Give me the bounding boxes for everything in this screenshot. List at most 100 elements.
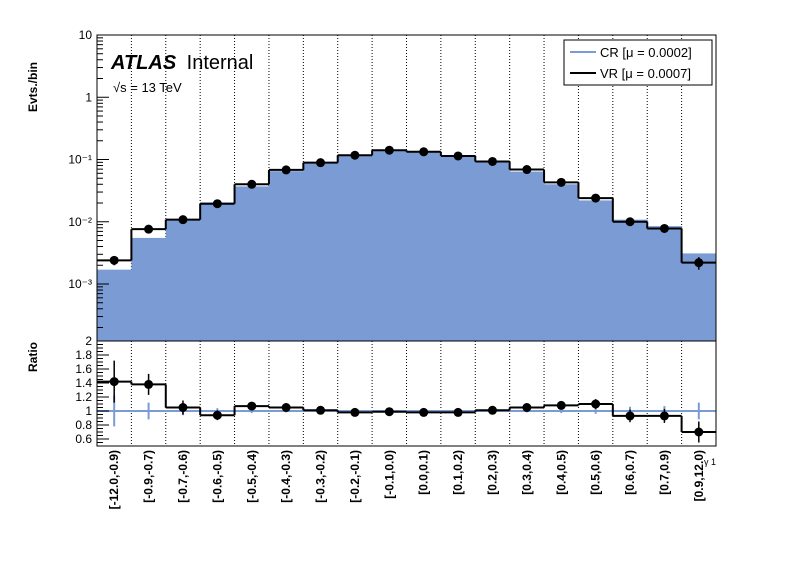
y-tick-label: 10⁻³: [68, 277, 92, 291]
energy-label: √s = 13 TeV: [113, 80, 182, 95]
atlas-experiment: ATLAS: [110, 52, 177, 74]
vr-point: [556, 177, 566, 187]
atlas-status: Internal: [187, 52, 254, 74]
vr-point: [212, 199, 222, 209]
x-axis-title: γ 1: [704, 457, 716, 467]
vr-point: [522, 165, 532, 175]
cr-bar: [200, 202, 236, 341]
ratio-tick-label: 0.6: [75, 432, 92, 446]
cr-bar: [406, 151, 442, 341]
ratio-tick-label: 1.6: [75, 362, 92, 376]
vr-point: [144, 224, 154, 234]
x-category-label: [-0.7,-0.6): [176, 450, 190, 503]
cr-bar: [97, 269, 132, 341]
ratio-point: [144, 379, 154, 389]
ratio-tick-label: 2: [85, 334, 92, 348]
legend-box: [563, 39, 713, 86]
vr-point: [109, 255, 119, 265]
ratio-tick-label: 1.2: [75, 390, 92, 404]
ratio-point: [453, 407, 463, 417]
cr-bar: [440, 155, 476, 341]
lower-grid: [130, 341, 683, 446]
ratio-point: [109, 377, 119, 387]
ratio-point: [694, 427, 704, 437]
ratio-point: [591, 399, 601, 409]
cr-bar: [234, 186, 270, 341]
lower-y-axis: 0.60.811.21.41.61.82: [75, 334, 109, 447]
vr-point: [453, 151, 463, 161]
x-category-label: [0.0,0.1): [417, 450, 431, 495]
vr-point: [350, 150, 360, 160]
ratio-point: [281, 403, 291, 412]
cr-bar: [509, 171, 545, 341]
ratio-point: [212, 410, 222, 420]
cr-bar: [647, 226, 683, 341]
x-category-label: [0.5,0.6): [589, 450, 603, 495]
cr-bar: [303, 162, 339, 341]
ratio-tick-label: 1: [85, 404, 92, 418]
ratio-point: [659, 411, 669, 421]
vr-point: [625, 217, 635, 227]
ratio-point: [384, 407, 394, 417]
cr-bar: [544, 184, 579, 341]
vr-point: [316, 158, 326, 168]
x-category-label: [-0.5,-0.4): [245, 450, 259, 503]
ratio-point: [419, 407, 429, 417]
vr-point: [247, 179, 257, 189]
lower-y-title: Ratio: [26, 342, 40, 372]
x-category-label: [-0.1,0.0): [382, 450, 396, 499]
y-tick-label: 10: [79, 28, 93, 42]
vr-point: [178, 215, 188, 225]
legend-vr-label: VR [μ = 0.0007]: [600, 66, 691, 81]
ratio-point: [556, 400, 566, 410]
ratio-point: [350, 407, 360, 417]
ratio-plot: [97, 360, 716, 443]
legend: CR [μ = 0.0002] VR [μ = 0.0007]: [563, 39, 713, 86]
ratio-tick-label: 1.8: [75, 348, 92, 362]
ratio-point: [178, 403, 188, 412]
upper-y-axis: 10⁻³ 10⁻² 10⁻¹ 1 10: [68, 28, 109, 329]
vr-point: [419, 147, 429, 157]
x-category-label: [-0.6,-0.5): [210, 450, 224, 503]
x-category-label: [0.4,0.5): [554, 450, 568, 495]
upper-y-title: Evts./bin: [26, 62, 40, 112]
ratio-point: [522, 403, 532, 412]
y-tick-label: 10⁻¹: [68, 153, 92, 167]
ratio-point: [316, 405, 326, 415]
cr-bar: [475, 161, 511, 341]
x-category-label: [-0.2,-0.1): [348, 450, 362, 503]
x-category-label: [0.7,0.9): [657, 450, 671, 495]
vr-point: [591, 193, 601, 203]
cr-bar: [268, 171, 304, 341]
x-category-label: [-0.9,-0.7): [142, 450, 156, 503]
vr-point: [281, 165, 291, 175]
ratio-point: [625, 411, 635, 421]
cr-bar: [165, 220, 201, 341]
cr-bar: [612, 219, 648, 341]
ratio-tick-label: 1.4: [75, 376, 92, 390]
atlas-label: ATLAS Internal: [110, 52, 253, 74]
cr-bar: [372, 150, 407, 341]
lower-frame: [96, 340, 717, 447]
vr-point: [694, 258, 704, 268]
x-category-label: [0.9,12.0): [692, 450, 706, 501]
x-category-label: [-0.4,-0.3): [279, 450, 293, 503]
x-category-label: [0.6,0.7): [623, 450, 637, 495]
y-tick-label: 10⁻²: [68, 215, 92, 229]
vr-histogram: [97, 145, 716, 270]
x-category-label: [0.2,0.3): [485, 450, 499, 495]
cr-bar: [578, 200, 614, 341]
y-tick-label: 1: [85, 90, 92, 104]
x-category-label: [-0.3,-0.2): [314, 450, 328, 503]
cr-histogram: [97, 150, 717, 341]
vr-point: [384, 145, 394, 155]
x-category-label: [0.3,0.4): [520, 450, 534, 495]
ratio-point: [247, 401, 257, 411]
cr-bar: [131, 237, 167, 341]
x-category-label: [-12.0,-0.9): [107, 450, 121, 509]
legend-cr-label: CR [μ = 0.0002]: [600, 45, 692, 60]
ratio-point: [487, 405, 497, 415]
ratio-tick-label: 0.8: [75, 418, 92, 432]
cr-bar: [337, 155, 373, 341]
